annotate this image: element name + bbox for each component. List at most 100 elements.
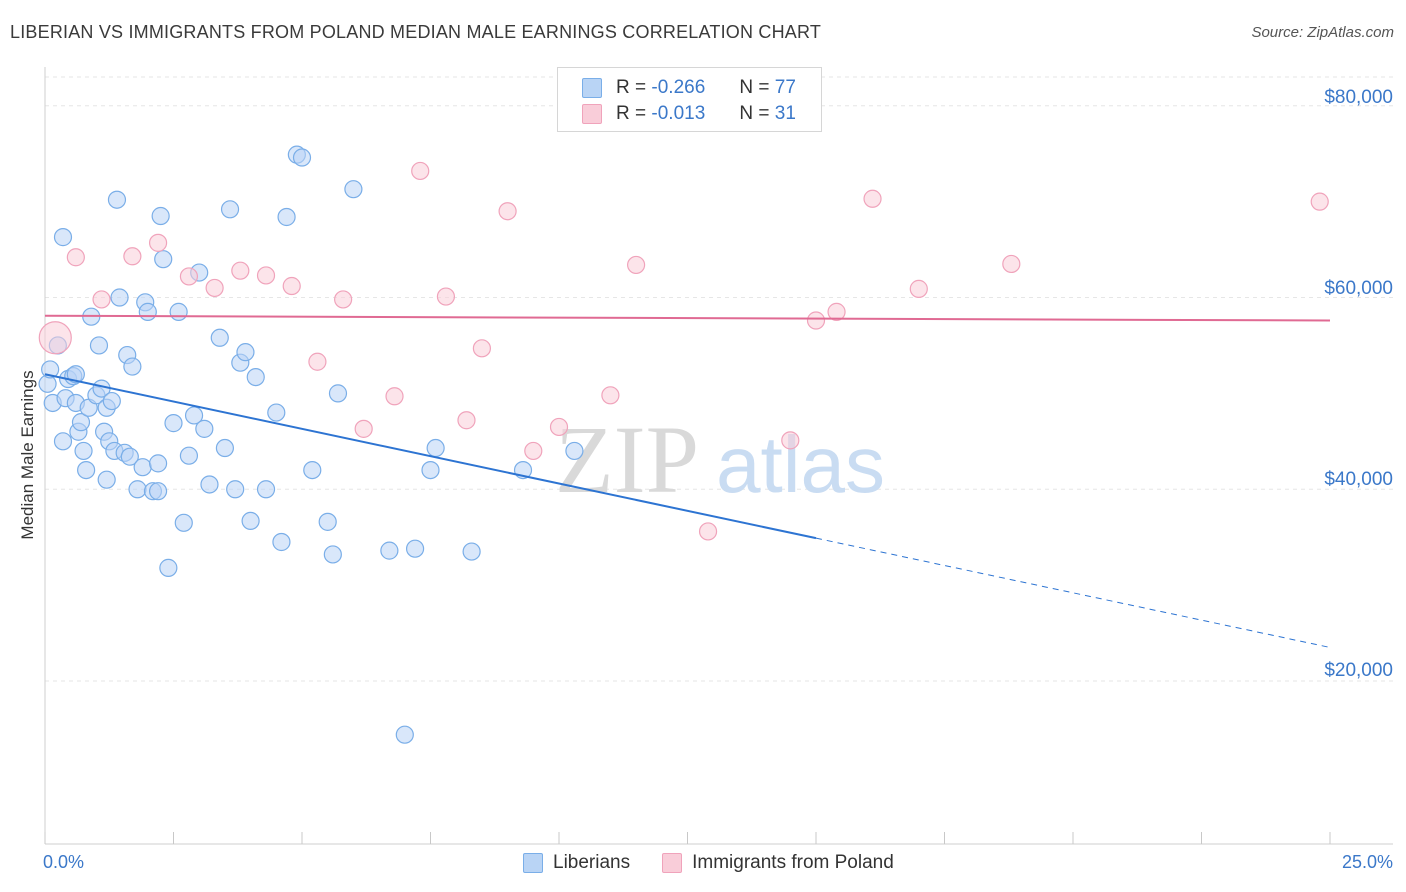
data-point-poland bbox=[863, 189, 882, 208]
data-point-poland bbox=[148, 233, 168, 252]
data-point-liberians bbox=[102, 391, 121, 411]
bottom-legend-label: Immigrants from Poland bbox=[692, 852, 894, 873]
data-point-poland bbox=[827, 302, 846, 321]
data-point-liberians bbox=[462, 542, 481, 561]
x-tick-label: 25.0% bbox=[1341, 852, 1393, 872]
data-point-poland bbox=[626, 255, 646, 275]
data-point-liberians bbox=[421, 460, 440, 480]
data-point-liberians bbox=[292, 148, 312, 167]
data-point-liberians bbox=[179, 446, 199, 465]
data-point-liberians bbox=[210, 328, 229, 347]
data-point-liberians bbox=[328, 384, 348, 403]
series-poland-points bbox=[38, 161, 1329, 541]
watermark-zip: ZIP bbox=[555, 406, 699, 513]
data-point-liberians bbox=[164, 414, 183, 433]
watermark: ZIP atlas bbox=[555, 406, 885, 513]
legend-r-label: R = bbox=[616, 103, 647, 124]
bottom-legend-poland[interactable]: Immigrants from Poland bbox=[662, 852, 894, 874]
data-point-poland bbox=[354, 419, 373, 438]
data-point-poland bbox=[781, 431, 800, 450]
y-tick-label: $40,000 bbox=[1324, 469, 1393, 490]
data-point-poland bbox=[205, 278, 224, 298]
data-point-poland bbox=[498, 202, 517, 221]
data-point-poland bbox=[385, 387, 404, 406]
bottom-legend-liberians[interactable]: Liberians bbox=[523, 852, 630, 874]
y-tick-label: $80,000 bbox=[1324, 87, 1393, 108]
data-point-liberians bbox=[256, 480, 276, 499]
data-point-poland bbox=[256, 266, 276, 285]
data-point-liberians bbox=[148, 482, 168, 501]
trend-lines bbox=[44, 314, 1331, 648]
trend-line-poland bbox=[44, 314, 1331, 322]
data-point-liberians bbox=[174, 513, 193, 532]
data-point-liberians bbox=[138, 302, 157, 321]
data-point-poland bbox=[38, 321, 72, 355]
trend-line-liberians bbox=[44, 373, 817, 540]
data-point-liberians bbox=[236, 343, 255, 362]
data-point-liberians bbox=[74, 441, 93, 461]
data-point-liberians bbox=[53, 432, 73, 451]
data-point-liberians bbox=[169, 302, 188, 321]
data-point-poland bbox=[457, 411, 476, 430]
data-point-poland bbox=[806, 311, 826, 330]
data-point-liberians bbox=[89, 336, 109, 355]
data-point-poland bbox=[282, 276, 301, 296]
source-label: Source: ZipAtlas.com bbox=[1251, 24, 1394, 41]
data-point-liberians bbox=[318, 512, 337, 531]
data-point-liberians bbox=[277, 207, 296, 227]
data-point-liberians bbox=[159, 558, 178, 577]
legend-n-label: N = bbox=[739, 77, 770, 98]
data-point-liberians bbox=[323, 545, 342, 564]
data-point-poland bbox=[123, 247, 142, 266]
data-point-liberians bbox=[241, 511, 260, 531]
data-point-poland bbox=[549, 417, 569, 437]
bottom-legend-label: Liberians bbox=[553, 852, 631, 873]
data-point-liberians bbox=[110, 288, 129, 307]
data-point-liberians bbox=[395, 725, 414, 744]
legend-r-value: -0.266 bbox=[651, 77, 706, 98]
legend-r-label: R = bbox=[616, 77, 647, 98]
data-point-liberians bbox=[128, 480, 147, 499]
data-point-liberians bbox=[226, 480, 245, 499]
data-point-poland bbox=[92, 290, 111, 309]
legend-swatch-poland bbox=[662, 853, 683, 873]
data-point-poland bbox=[1310, 192, 1329, 211]
data-point-poland bbox=[1002, 254, 1021, 274]
data-point-liberians bbox=[380, 541, 399, 560]
data-point-poland bbox=[909, 279, 928, 298]
legend: R = -0.266 N = 77 R = -0.013 N = 31 bbox=[557, 67, 822, 132]
x-tick-label: 0.0% bbox=[43, 852, 85, 872]
data-point-poland bbox=[66, 248, 85, 267]
data-point-liberians bbox=[246, 367, 265, 387]
y-axis-label: Median Male Earnings bbox=[18, 370, 37, 540]
watermark-atlas: atlas bbox=[716, 420, 885, 509]
axes bbox=[44, 67, 1393, 845]
legend-swatch-poland bbox=[582, 104, 602, 124]
data-point-poland bbox=[231, 261, 250, 280]
data-point-liberians bbox=[195, 419, 214, 438]
chart-title: LIBERIAN VS IMMIGRANTS FROM POLAND MEDIA… bbox=[10, 22, 822, 42]
legend-n-value: 77 bbox=[774, 77, 796, 98]
data-point-liberians bbox=[77, 460, 96, 480]
legend-r-value: -0.013 bbox=[651, 103, 706, 124]
data-point-liberians bbox=[151, 206, 170, 226]
data-point-poland bbox=[698, 522, 718, 541]
data-point-liberians bbox=[71, 413, 91, 432]
trend-line-liberians-extension bbox=[815, 537, 1331, 648]
data-point-liberians bbox=[53, 228, 73, 247]
bottom-legend: Liberians Immigrants from Poland bbox=[523, 852, 926, 874]
data-point-poland bbox=[524, 441, 543, 461]
data-point-liberians bbox=[154, 250, 173, 269]
legend-n-label: N = bbox=[739, 103, 770, 124]
data-point-liberians bbox=[120, 447, 139, 466]
data-point-liberians bbox=[565, 441, 584, 461]
legend-swatch-liberians bbox=[582, 78, 602, 98]
data-point-liberians bbox=[66, 365, 85, 384]
data-point-liberians bbox=[133, 458, 152, 477]
series-liberians-points bbox=[38, 145, 584, 744]
data-point-liberians bbox=[123, 357, 142, 376]
data-point-liberians bbox=[405, 539, 425, 558]
data-point-liberians bbox=[215, 438, 234, 458]
data-point-liberians bbox=[267, 403, 286, 422]
